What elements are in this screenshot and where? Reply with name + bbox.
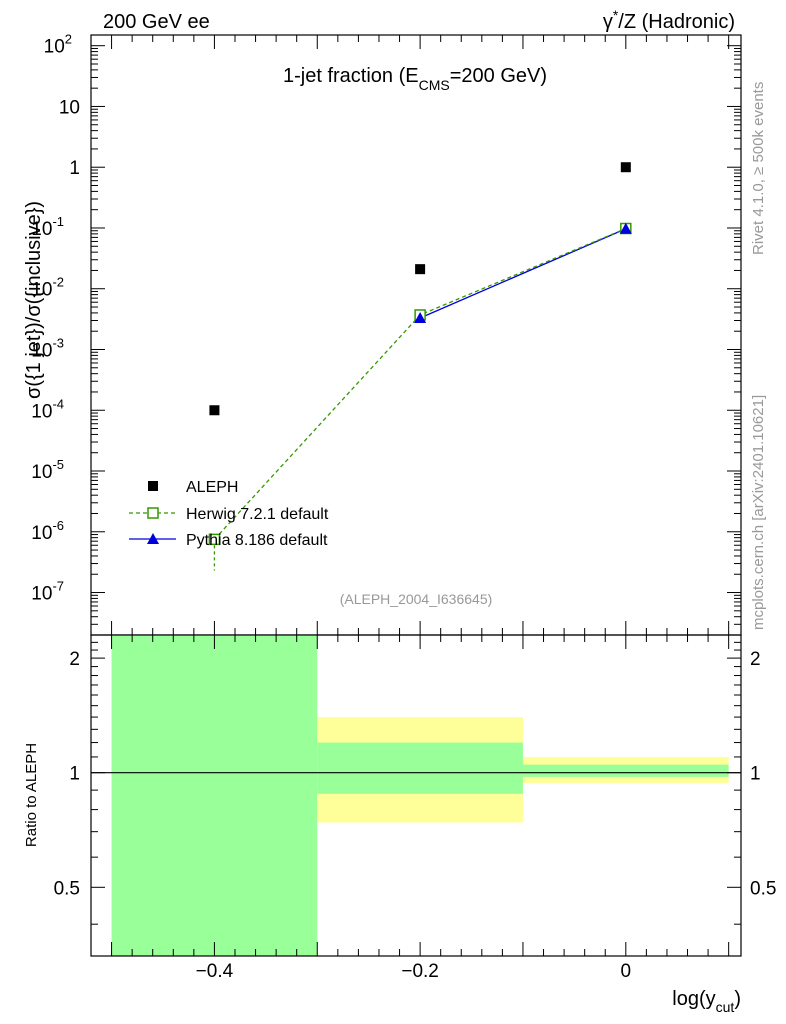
- ratio-panel: 0.5 0.5 1 1 2 2 −0.4 −0.2 0 Ratio to ALEPH log(y…: [23, 634, 776, 1015]
- legend: ALEPH Herwig 7.2.1 default Pythia 8.186 …: [129, 479, 329, 549]
- main-y-tick-label: 10: [59, 97, 80, 118]
- main-y-tick-label: 10-3: [31, 335, 64, 361]
- herwig-line: [213, 227, 627, 540]
- main-y-tick-label: 1: [69, 158, 80, 179]
- ratio-y-tick-label: 1: [69, 764, 80, 785]
- pythia-line: [419, 228, 627, 319]
- pythia-point: [619, 222, 632, 234]
- ratio-axis-ticks: 0.5 0.5 1 1 2 2 −0.4 −0.2 0: [54, 635, 776, 982]
- legend-marker-pythia: [147, 533, 159, 544]
- ratio-y-axis-label: Ratio to ALEPH: [23, 743, 40, 847]
- ratio-inner-band: [522, 764, 729, 777]
- main-y-tick-label: 10-5: [31, 457, 64, 483]
- header-process-label: γ*/Z (Hadronic): [603, 7, 735, 33]
- rivet-version-label: Rivet 4.1.0, ≥ 500k events: [750, 82, 767, 255]
- x-tick-label: −0.2: [401, 961, 439, 982]
- ratio-y-tick-label-right: 2: [750, 649, 761, 670]
- x-tick-label: 0: [621, 961, 632, 982]
- main-axis-ticks: 10-7 10-6 10-5 10-4 10-3 10-2 10-1 1 10 102: [31, 32, 741, 636]
- mcplots-credit-label: mcplots.cern.ch [arXiv:2401.10621]: [750, 395, 767, 630]
- ratio-panel-frame: [90, 634, 742, 957]
- main-y-tick-label: 10-7: [31, 579, 64, 605]
- analysis-watermark: (ALEPH_2004_I636645): [340, 591, 493, 607]
- ratio-y-tick-label-right: 0.5: [750, 878, 776, 899]
- main-plot-title: 1-jet fraction (ECMS=200 GeV): [283, 65, 547, 93]
- aleph-point: [620, 162, 631, 173]
- legend-marker-herwig: [147, 507, 159, 519]
- ratio-band-layer: [91, 635, 741, 956]
- x-axis-label: log(ycut): [672, 988, 741, 1015]
- ratio-y-tick-label: 2: [69, 649, 80, 670]
- main-data-layer: [208, 162, 632, 571]
- herwig-point: [208, 533, 221, 546]
- legend-label-aleph: ALEPH: [186, 479, 238, 496]
- main-y-tick-label: 10-6: [31, 518, 64, 544]
- main-y-axis-label: σ({1 jet})/σ({inclusive}): [23, 201, 45, 399]
- x-tick-label: −0.4: [196, 961, 234, 982]
- legend-marker-aleph: [148, 481, 158, 491]
- legend-label-pythia: Pythia 8.186 default: [186, 532, 328, 549]
- ratio-y-tick-label: 0.5: [54, 878, 80, 899]
- ratio-inner-band: [111, 635, 318, 956]
- main-y-tick-label: 10-4: [31, 396, 64, 422]
- legend-label-herwig: Herwig 7.2.1 default: [186, 506, 329, 523]
- pythia-point: [414, 311, 427, 323]
- ratio-inner-band: [317, 742, 523, 794]
- header-energy-label: 200 GeV ee: [103, 11, 210, 33]
- ratio-y-tick-label-right: 1: [750, 764, 761, 785]
- main-y-tick-label: 10-2: [31, 275, 64, 301]
- main-panel: 10-7 10-6 10-5 10-4 10-3 10-2 10-1 1 10 102 1-jet…: [23, 32, 742, 636]
- main-y-tick-label: 102: [44, 32, 72, 58]
- aleph-point: [209, 405, 220, 416]
- aleph-point: [415, 264, 426, 275]
- main-y-tick-label: 10-1: [31, 214, 64, 240]
